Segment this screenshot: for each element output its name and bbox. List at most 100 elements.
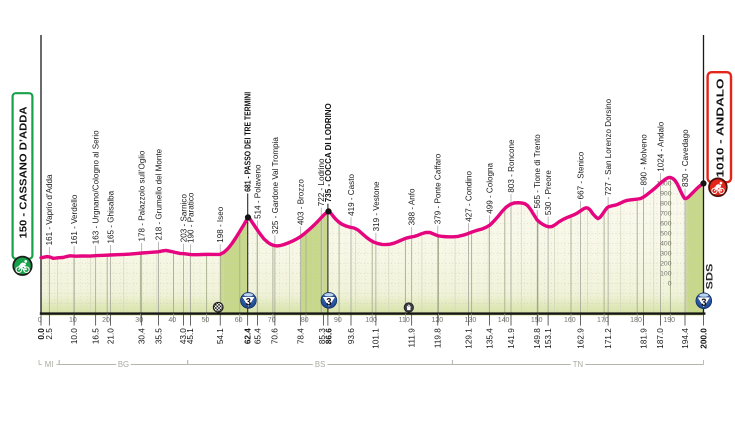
svg-text:30.4: 30.4 — [138, 328, 147, 344]
svg-text:667 - Stenico: 667 - Stenico — [577, 151, 586, 199]
svg-text:1024 - Andalo: 1024 - Andalo — [656, 121, 665, 171]
svg-text:722 - Lodrino: 722 - Lodrino — [317, 158, 326, 206]
svg-text:110: 110 — [399, 317, 410, 324]
svg-text:803 - Roncone: 803 - Roncone — [507, 139, 516, 193]
svg-text:16.5: 16.5 — [92, 328, 101, 344]
svg-text:BG: BG — [118, 360, 129, 369]
svg-text:SDS: SDS — [705, 264, 715, 290]
svg-text:727 - San Lorenzo Dorsino: 727 - San Lorenzo Dorsino — [604, 98, 613, 195]
svg-text:100: 100 — [365, 317, 377, 324]
svg-text:163 - Urgnano/Cologno al Serio: 163 - Urgnano/Cologno al Serio — [92, 130, 101, 244]
svg-text:149.8: 149.8 — [533, 328, 542, 349]
svg-text:890 - Molveno: 890 - Molveno — [639, 134, 648, 186]
svg-text:78.4: 78.4 — [297, 328, 306, 344]
svg-text:40: 40 — [168, 317, 176, 324]
svg-text:0: 0 — [38, 317, 42, 324]
svg-text:119.8: 119.8 — [434, 328, 443, 348]
svg-text:160: 160 — [564, 317, 576, 324]
svg-text:65.4: 65.4 — [253, 328, 262, 344]
svg-text:161 - Verdello: 161 - Verdello — [70, 194, 79, 244]
svg-text:3: 3 — [246, 296, 251, 308]
svg-text:180: 180 — [630, 317, 642, 324]
svg-text:101.1: 101.1 — [372, 328, 381, 349]
svg-text:2.5: 2.5 — [45, 328, 54, 340]
svg-text:150: 150 — [531, 317, 543, 324]
svg-text:171.2: 171.2 — [604, 328, 613, 349]
svg-text:21.0: 21.0 — [106, 328, 115, 344]
svg-text:0.0: 0.0 — [37, 328, 46, 340]
svg-text:403 - Brozzo: 403 - Brozzo — [297, 179, 306, 225]
svg-text:200.0: 200.0 — [699, 328, 708, 349]
svg-text:70: 70 — [268, 317, 276, 324]
svg-text:379 - Ponte Caffaro: 379 - Ponte Caffaro — [434, 153, 443, 224]
svg-text:135.4: 135.4 — [485, 328, 494, 349]
svg-text:325 - Gardone Val Trompia: 325 - Gardone Val Trompia — [271, 137, 280, 235]
svg-text:1000: 1000 — [656, 181, 671, 188]
svg-text:319 - Vestone: 319 - Vestone — [372, 181, 381, 231]
svg-text:129.1: 129.1 — [464, 328, 473, 349]
svg-text:565 - Tione di Trento: 565 - Tione di Trento — [533, 134, 542, 209]
svg-text:500: 500 — [660, 231, 672, 238]
svg-text:100: 100 — [660, 271, 672, 278]
svg-text:181.9: 181.9 — [639, 328, 648, 349]
svg-text:30: 30 — [135, 317, 143, 324]
svg-text:194.4: 194.4 — [681, 328, 690, 349]
svg-text:60: 60 — [235, 317, 243, 324]
svg-text:50: 50 — [202, 317, 210, 324]
svg-text:681 - PASSO DEI TRE TERMINI: 681 - PASSO DEI TRE TERMINI — [243, 92, 253, 192]
svg-text:198 - Iseo: 198 - Iseo — [216, 206, 225, 242]
svg-text:190: 190 — [663, 317, 675, 324]
svg-text:BS: BS — [315, 360, 325, 369]
svg-text:3: 3 — [701, 297, 706, 309]
svg-text:514 - Polaveno: 514 - Polaveno — [254, 164, 263, 219]
svg-text:120: 120 — [431, 317, 443, 324]
svg-text:90: 90 — [334, 317, 342, 324]
svg-text:700: 700 — [660, 211, 672, 218]
svg-text:20: 20 — [102, 317, 110, 324]
svg-text:10: 10 — [69, 317, 77, 324]
svg-text:45.1: 45.1 — [186, 328, 195, 344]
svg-text:178 - Palazzolo sull’Oglio: 178 - Palazzolo sull’Oglio — [138, 150, 147, 241]
svg-text:70.6: 70.6 — [271, 328, 280, 344]
svg-text:218 - Grumello del Monte: 218 - Grumello del Monte — [155, 148, 164, 240]
svg-text:162.9: 162.9 — [576, 328, 585, 349]
svg-text:10.0: 10.0 — [70, 328, 79, 344]
svg-text:161 - Vaprio d’Adda: 161 - Vaprio d’Adda — [45, 174, 54, 245]
svg-text:200: 200 — [660, 261, 672, 268]
svg-text:427 - Condino: 427 - Condino — [465, 170, 474, 221]
svg-text:187.0: 187.0 — [656, 328, 665, 349]
svg-text:85.3: 85.3 — [318, 328, 327, 344]
svg-text:93.6: 93.6 — [347, 328, 356, 344]
svg-text:MI: MI — [45, 360, 54, 369]
svg-text:130: 130 — [465, 317, 477, 324]
svg-text:170: 170 — [597, 317, 609, 324]
svg-text:419 - Casto: 419 - Casto — [347, 174, 356, 216]
svg-text:54.1: 54.1 — [216, 328, 225, 344]
svg-text:111.9: 111.9 — [408, 328, 417, 348]
svg-text:400: 400 — [660, 241, 672, 248]
svg-text:43.0: 43.0 — [179, 328, 188, 344]
svg-text:830 - Cavedago: 830 - Cavedago — [681, 129, 690, 187]
svg-text:TN: TN — [573, 360, 583, 369]
svg-text:3: 3 — [326, 296, 331, 308]
svg-text:388 - Anfo: 388 - Anfo — [408, 188, 417, 225]
svg-text:499 - Cologna: 499 - Cologna — [485, 162, 494, 213]
svg-text:0: 0 — [668, 281, 672, 288]
svg-text:203 - Sarnico: 203 - Sarnico — [179, 194, 188, 243]
svg-text:153.1: 153.1 — [544, 328, 553, 349]
svg-text:165 - Ghisalba: 165 - Ghisalba — [107, 190, 116, 243]
svg-text:530 - Preore: 530 - Preore — [544, 170, 553, 215]
svg-text:190 - Paratico: 190 - Paratico — [186, 192, 195, 243]
svg-text:600: 600 — [660, 221, 672, 228]
svg-text:62.4: 62.4 — [244, 328, 253, 344]
svg-text:35.5: 35.5 — [154, 328, 163, 344]
svg-text:735 - COCCA DI LODRINO: 735 - COCCA DI LODRINO — [323, 103, 333, 202]
svg-text:141.9: 141.9 — [507, 328, 516, 349]
svg-text:150 - CASSANO D’ADDA: 150 - CASSANO D’ADDA — [17, 106, 29, 238]
svg-text:800: 800 — [660, 201, 672, 208]
svg-text:1010 - ANDALO: 1010 - ANDALO — [714, 79, 726, 178]
svg-text:900: 900 — [660, 191, 672, 198]
svg-text:80: 80 — [301, 317, 309, 324]
svg-text:86.6: 86.6 — [325, 328, 334, 344]
svg-text:140: 140 — [498, 317, 510, 324]
